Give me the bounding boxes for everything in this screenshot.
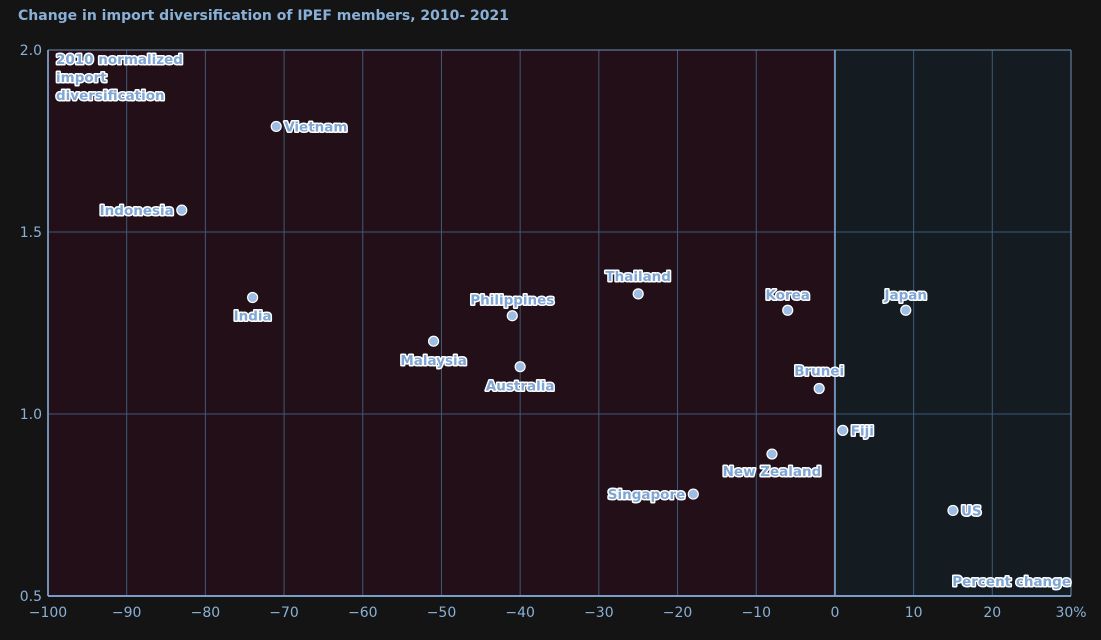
x-tick-label: −40 [505,605,535,621]
x-tick-label: −90 [112,605,142,621]
x-tick-label: 10 [905,605,923,621]
x-tick-label: −100 [29,605,67,621]
x-tick-label: 30% [1055,605,1086,621]
y-tick-label: 1.5 [20,225,42,241]
data-point-label: Singapore [608,487,686,503]
y-tick-label: 0.5 [20,589,42,605]
data-point [687,488,699,500]
data-point [782,304,794,316]
data-point [813,382,825,395]
y-axis-label: 2010 normalized import diversification [56,52,183,104]
tick-labels: −100 −90 −80 −70 −60 −50 −40 −30 −20 −10 0 10 20 30%0… [20,43,1087,621]
data-point-label: Fiji [851,423,874,439]
data-point-label: India [234,309,272,325]
data-point [837,424,849,436]
data-point-label: Korea [765,287,809,303]
chart-title: Change in import diversification of IPEF… [18,8,510,24]
data-point [427,335,440,347]
data-point-group: US [947,502,983,521]
data-point-label: Japan [883,287,927,303]
data-point-group: Indonesia [98,202,188,221]
data-point-group: Philippines [469,291,556,322]
y-tick-label: 2.0 [20,43,42,59]
x-tick-label: −80 [191,605,221,621]
data-point [247,291,259,304]
data-point-group: Thailand [604,267,672,300]
x-tick-label: 20 [983,605,1001,621]
data-point-group: Fiji [837,422,875,441]
grid-lines [48,50,1071,596]
y-axis-label-line: import [56,70,107,86]
data-point-group: Korea [764,286,811,316]
data-point [766,448,778,460]
data-point [900,304,912,316]
y-axis-label-line: 2010 normalized [56,52,183,68]
data-points: Vietnam Indonesia India Philippines Malaysia… [98,118,983,521]
data-point [632,288,644,300]
x-tick-label: −70 [269,605,299,621]
data-point [514,361,526,373]
x-tick-label: −10 [741,605,771,621]
x-axis-label: Percent change [952,574,1071,590]
x-tick-label: −30 [584,605,614,621]
data-point-label: Australia [486,379,555,395]
data-point-group: New Zealand [721,448,823,482]
data-point-group: Malaysia [399,335,468,371]
data-point-label: New Zealand [723,464,822,480]
data-point-label: Philippines [470,293,554,309]
data-point-group: Japan [882,286,929,316]
axes [47,49,1072,597]
y-axis-label-line: diversification [56,88,165,104]
x-tick-label: −60 [348,605,378,621]
data-point-group: India [232,291,273,326]
data-point-group: Australia [484,361,556,396]
data-point-group: Singapore [606,486,699,505]
data-point [947,504,959,517]
data-point-label: Thailand [605,269,671,285]
data-point-label: US [961,503,982,519]
x-tick-label: −50 [427,605,457,621]
data-point-label: Brunei [794,364,844,380]
data-point-group: Vietnam [270,118,349,137]
data-point-group: Brunei [793,362,846,395]
data-point [506,310,518,322]
data-point-label: Indonesia [100,203,174,219]
x-tick-label: −20 [663,605,693,621]
data-point [270,120,282,133]
data-point-label: Malaysia [400,353,466,369]
y-tick-label: 1.0 [20,407,42,423]
x-tick-label: 0 [830,605,839,621]
data-point-label: Vietnam [284,119,347,135]
data-point [176,204,188,216]
